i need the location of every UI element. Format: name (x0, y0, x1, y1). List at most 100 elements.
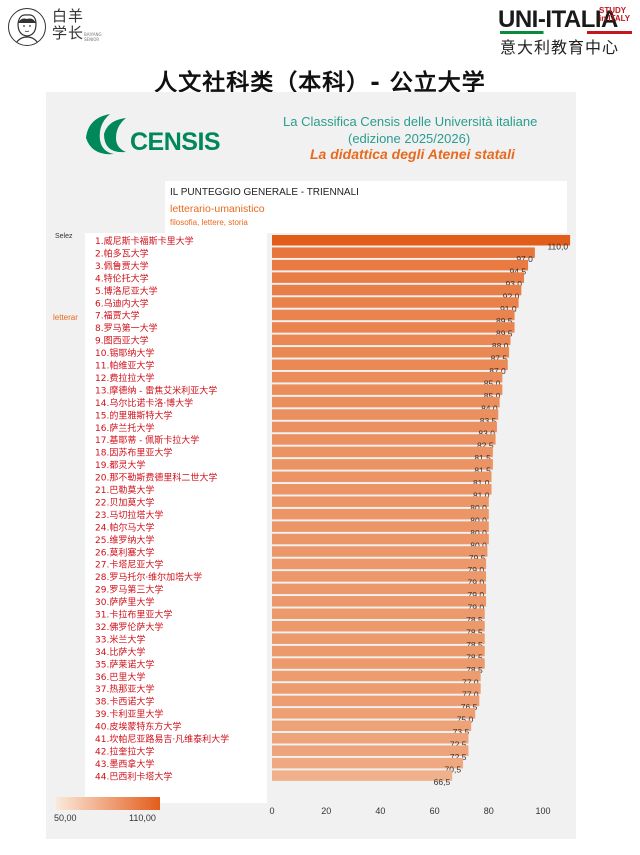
italy-flag-stripe (500, 31, 632, 34)
bar (272, 421, 497, 433)
university-name: 1.威尼斯卡福斯卡里大学 (95, 235, 194, 247)
bar (272, 459, 493, 470)
university-name: 3.佩鲁贾大学 (95, 260, 149, 272)
university-name: 11.帕维亚大学 (95, 360, 154, 372)
university-name: 17.基耶蒂 - 佩斯卡拉大学 (95, 434, 199, 446)
bar-value-label: 80,0 (470, 540, 487, 550)
university-name: 13.摩德纳 - 雷焦艾米利亚大学 (95, 384, 217, 396)
bar (272, 508, 489, 520)
bar-value-label: 78,5 (466, 627, 483, 637)
bar-value-label: 87,5 (491, 354, 508, 364)
bar-value-label: 92,0 (503, 291, 520, 301)
bar (272, 235, 571, 246)
bar-value-label: 72,5 (450, 740, 467, 750)
bar (272, 384, 503, 395)
bar-value-label: 88,0 (492, 341, 509, 351)
bar-value-label: 77,0 (462, 690, 479, 700)
x-tick-label: 20 (321, 806, 331, 816)
x-tick-label: 80 (484, 806, 494, 816)
bar (272, 620, 485, 632)
bar-value-label: 83,0 (478, 428, 495, 438)
bar-value-label: 97,0 (516, 254, 533, 264)
bar (272, 359, 508, 370)
chart-heading: La Classifica Censis delle Università it… (283, 114, 538, 129)
bar (272, 695, 480, 707)
bar (272, 471, 492, 483)
bar-value-label: 80,0 (470, 515, 487, 525)
bar (272, 596, 487, 607)
chart-subheading: La didattica degli Atenei statali (310, 146, 515, 162)
bar (272, 608, 485, 619)
x-tick-label: 0 (269, 806, 274, 816)
bar-value-label: 81,0 (473, 491, 490, 501)
bar-value-label: 81,5 (474, 453, 491, 463)
censis-logo-icon (82, 110, 232, 160)
university-name: 15.的里雅斯特大学 (95, 409, 172, 421)
bar-value-label: 94,5 (510, 266, 527, 276)
bar (272, 720, 472, 732)
bar-value-label: 79,5 (469, 553, 486, 563)
score-title: IL PUNTEGGIO GENERALE - TRIENNALI (170, 187, 359, 198)
x-tick-label: 60 (430, 806, 440, 816)
legend-max: 110,00 (129, 813, 156, 823)
bar (272, 633, 485, 644)
bar (272, 733, 469, 744)
bar (272, 521, 489, 532)
university-name: 38.卡西诺大学 (95, 696, 154, 708)
uni-italia-logo: UNI-ITALIA (498, 6, 618, 33)
x-tick-label: 40 (375, 806, 385, 816)
university-name: 30.萨萨里大学 (95, 596, 154, 608)
bar-value-label: 77,0 (462, 677, 479, 687)
bar-value-label: 83,5 (480, 416, 497, 426)
university-name: 16.萨兰托大学 (95, 422, 154, 434)
legend-min: 50,00 (54, 813, 77, 823)
selection-label: Selez (55, 233, 73, 240)
bar-value-label: 72,5 (450, 752, 467, 762)
bar-value-label: 78,5 (466, 665, 483, 675)
bar-value-label: 87,0 (489, 366, 506, 376)
university-name: 35.萨莱诺大学 (95, 658, 154, 670)
university-name: 9.图西亚大学 (95, 335, 149, 347)
university-name: 31.卡拉布里亚大学 (95, 609, 172, 621)
bar-value-label: 80,0 (470, 503, 487, 513)
avatar (8, 8, 46, 46)
bar-value-label: 76,5 (461, 702, 478, 712)
bar (272, 670, 481, 682)
bar-value-label: 75,0 (457, 715, 474, 725)
censis-logo-text: CENSIS (130, 128, 221, 156)
bar (272, 571, 487, 582)
subheader-box (165, 181, 567, 233)
bar-value-label: 78,5 (466, 615, 483, 625)
university-name: 42.拉奎拉大学 (95, 745, 154, 757)
university-name: 26.莫利塞大学 (95, 546, 154, 558)
bar (272, 583, 487, 595)
university-name: 12.费拉拉大学 (95, 372, 154, 384)
bar (272, 757, 464, 769)
university-name: 10.锡耶纳大学 (95, 347, 154, 359)
bar-value-label: 85,0 (484, 378, 501, 388)
university-name: 2.帕多瓦大学 (95, 247, 149, 259)
color-legend (56, 797, 160, 810)
uni-italia-subtitle: 意大利教育中心 (500, 38, 620, 57)
page-title: 人文社科类（本科）- 公立大学 (154, 70, 486, 96)
uni-italia-logo-study: STUDY in ITALY (599, 6, 631, 23)
bar-value-label: 91,0 (500, 304, 517, 314)
bar (272, 409, 499, 420)
bar-value-label: 79,0 (468, 578, 485, 588)
bar-value-label: 79,0 (468, 590, 485, 600)
bar (272, 322, 515, 333)
bar-value-label: 89,5 (496, 329, 513, 339)
bar-value-label: 79,0 (468, 565, 485, 575)
university-name: 32.佛罗伦萨大学 (95, 621, 163, 633)
university-name: 40.皮埃蒙特东方大学 (95, 721, 181, 733)
bar (272, 708, 476, 719)
bar-value-label: 79,0 (468, 603, 485, 613)
university-name: 21.巴勒莫大学 (95, 484, 154, 496)
university-name: 29.罗马第三大学 (95, 584, 163, 596)
bar-value-label: 66,5 (434, 777, 451, 787)
bar (272, 658, 485, 669)
university-name: 20.那不勒斯费德里科二世大学 (95, 472, 217, 484)
bar (272, 546, 488, 557)
side-label: letterar (53, 313, 78, 322)
